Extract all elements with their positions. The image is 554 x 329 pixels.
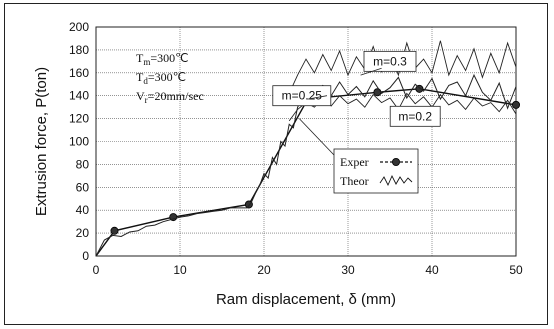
legend-box	[333, 148, 419, 194]
plot-area-border	[95, 26, 517, 257]
label-box	[272, 85, 332, 107]
series-line-theor	[95, 73, 517, 257]
x-tick-label: 40	[425, 263, 439, 277]
legend-label-theor: Theor	[340, 174, 369, 188]
x-tick-label: 10	[173, 263, 187, 277]
x-tick-label: 30	[341, 263, 355, 277]
y-axis-title: Extrusion force, P(ton)	[33, 67, 50, 216]
condition-text: Td=300℃	[136, 70, 186, 86]
legend-marker-exper	[391, 157, 400, 166]
y-tick-label: 120	[69, 112, 89, 126]
exper-point	[415, 84, 424, 93]
y-tick-label: 20	[76, 226, 90, 240]
x-axis-title: Ram displacement, δ (mm)	[216, 291, 396, 308]
legend-line-theor	[379, 174, 413, 187]
x-tick-label: 50	[509, 263, 523, 277]
y-tick-label: 140	[69, 89, 89, 103]
y-tick-label: 100	[69, 135, 89, 149]
x-tick-label: 0	[93, 263, 100, 277]
label-text: m=0.25	[282, 89, 323, 103]
y-tick-label: 0	[82, 249, 89, 263]
exper-point	[110, 226, 119, 235]
label-box	[389, 105, 441, 127]
legend: Exper Theor	[298, 118, 419, 194]
y-tick-label: 180	[69, 43, 89, 57]
condition-text: Tm=300℃	[136, 51, 189, 67]
legend-label-exper: Exper	[340, 155, 369, 169]
friction-labels: m=0.3 m=0.25 m=0.2	[272, 50, 441, 127]
condition-text: Vr=20mm/sec	[136, 89, 204, 105]
label-text: m=0.3	[373, 54, 407, 68]
arrow-m025	[307, 95, 328, 100]
conditions-note: Tm=300℃ Td=300℃ Vr=20mm/sec	[136, 51, 204, 105]
label-box	[363, 50, 417, 72]
label-text: m=0.2	[398, 109, 432, 123]
y-tick-label: 60	[76, 180, 90, 194]
exper-point	[373, 88, 382, 97]
tick-labels: 0 20 40 60 80 100 120 140 160 180 200 0 10 20 30 40 50	[69, 20, 523, 277]
exper-point	[512, 100, 521, 109]
y-tick-label: 80	[76, 157, 90, 171]
series-line-exper	[95, 88, 517, 257]
arrow-m03	[360, 67, 382, 76]
y-tick-label: 200	[69, 20, 89, 34]
y-tick-label: 40	[76, 203, 90, 217]
y-tick-label: 160	[69, 66, 89, 80]
legend-pointer	[298, 118, 335, 156]
x-tick-label: 20	[257, 263, 271, 277]
grid-lines	[96, 27, 516, 256]
